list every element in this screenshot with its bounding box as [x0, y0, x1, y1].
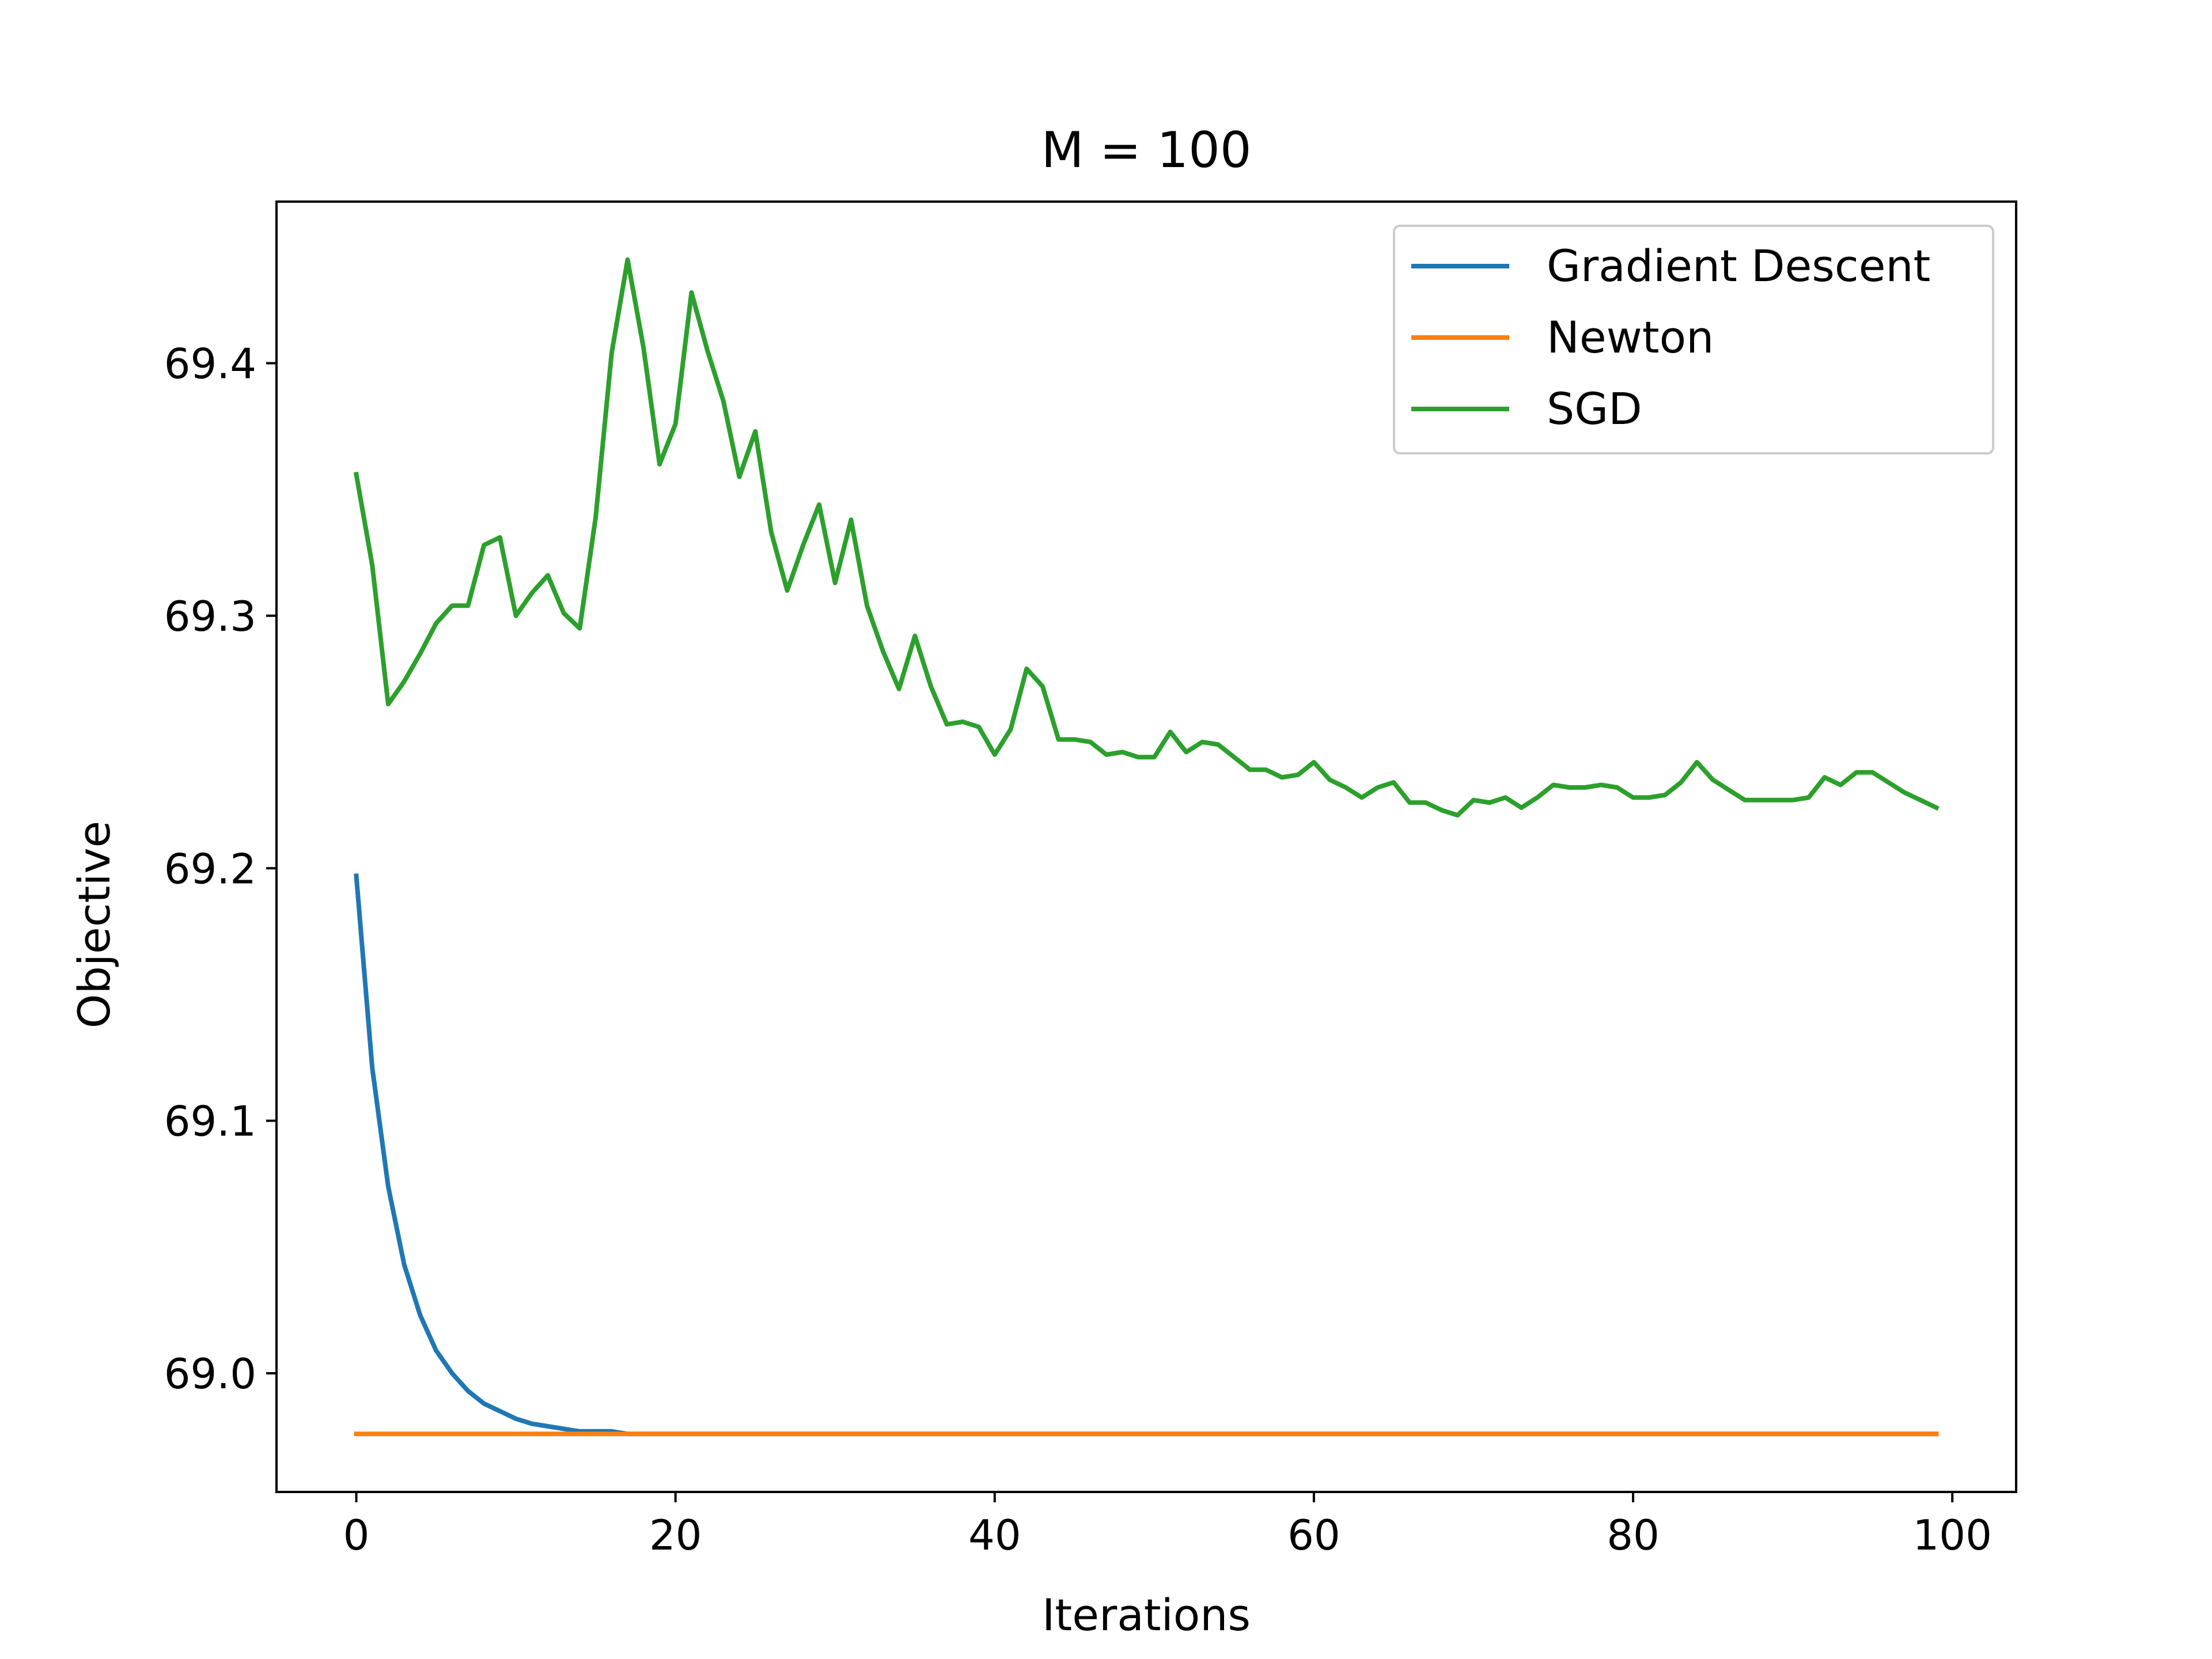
series-line-sgd [353, 257, 1940, 818]
x-tick-label: 80 [1607, 1511, 1660, 1559]
legend: Gradient Descent Newton SGD [1393, 225, 1994, 454]
x-tick-label: 40 [968, 1511, 1021, 1559]
series-layer [353, 257, 1940, 1437]
y-tick-label: 69.1 [164, 1097, 256, 1146]
legend-label: Gradient Descent [1547, 240, 1930, 291]
legend-label: SGD [1547, 383, 1642, 434]
y-tick-label: 69.0 [164, 1350, 256, 1398]
x-axis: 0 20 40 60 80 100 [343, 1492, 1992, 1559]
legend-label: Newton [1547, 312, 1714, 363]
x-tick-label: 0 [343, 1511, 370, 1559]
x-tick-label: 20 [649, 1511, 702, 1559]
x-axis-label: Iterations [1042, 1589, 1251, 1641]
y-tick-label: 69.2 [164, 844, 256, 893]
y-tick-label: 69.3 [164, 592, 256, 641]
x-tick-label: 60 [1287, 1511, 1340, 1559]
x-tick-label: 100 [1912, 1511, 1991, 1559]
y-axis: 69.0 69.1 69.2 69.3 69.4 [164, 340, 276, 1398]
y-axis-label: Objective [69, 821, 120, 1028]
chart-title: M = 100 [1041, 122, 1251, 179]
legend-box [1393, 225, 1994, 454]
plot-frame [275, 200, 2017, 1493]
y-tick-label: 69.4 [164, 340, 256, 388]
